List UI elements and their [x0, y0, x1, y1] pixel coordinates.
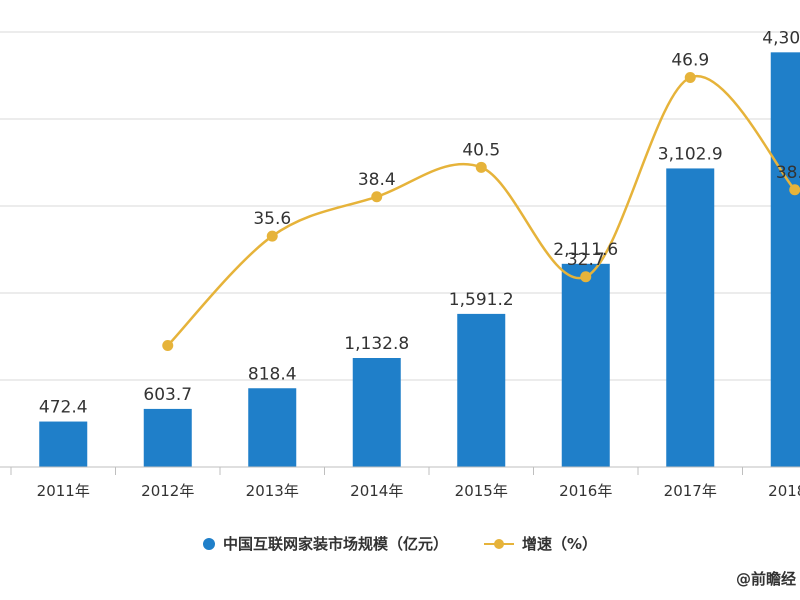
- x-tick-label-5: 2016年: [559, 482, 612, 500]
- bar-value-label-0: 472.4: [39, 398, 88, 418]
- bar-3: [352, 357, 401, 467]
- growth-point-6: [684, 72, 696, 84]
- growth-value-label-4: 40.5: [462, 140, 500, 160]
- bar-value-label-7: 4,309.5: [762, 28, 800, 48]
- legend-item-market-size[interactable]: 中国互联网家装市场规模（亿元）: [202, 533, 448, 554]
- legend-bar-swatch: [202, 537, 215, 550]
- x-tick-label-3: 2014年: [350, 482, 403, 500]
- legend: 中国互联网家装市场规模（亿元） 增速（%）: [0, 533, 800, 554]
- growth-point-7: [789, 184, 800, 196]
- bar-0: [39, 421, 88, 467]
- growth-point-2: [266, 230, 278, 242]
- growth-point-1: [162, 340, 174, 352]
- bar-7: [770, 52, 800, 468]
- bar-value-label-4: 1,591.2: [449, 290, 514, 310]
- growth-value-label-6: 46.9: [671, 51, 709, 71]
- bar-value-label-6: 3,102.9: [658, 144, 723, 164]
- legend-label-market-size: 中国互联网家装市场规模（亿元）: [222, 535, 448, 553]
- bar-4: [457, 313, 506, 467]
- growth-value-label-7: 38.9: [776, 163, 800, 183]
- growth-point-3: [371, 191, 383, 203]
- legend-label-growth: 增速（%）: [521, 535, 598, 553]
- legend-line-swatch: [483, 538, 514, 550]
- x-axis: 2011年 2012年 2013年 2014年 2015年 2016年 2017年 2018年: [0, 466, 800, 500]
- x-tick-label-1: 2012年: [141, 482, 194, 500]
- growth-point-4: [475, 161, 487, 173]
- data-labels: 472.4 603.7 818.4 1,132.8 1,591.2 2,111.6 3,10…: [39, 28, 800, 417]
- growth-value-label-5: 32.7: [567, 250, 605, 270]
- bar-value-label-3: 1,132.8: [344, 334, 409, 354]
- x-tick-label-6: 2017年: [664, 482, 717, 500]
- bar-6: [666, 168, 715, 467]
- bar-1: [143, 408, 192, 467]
- x-tick-label-0: 2011年: [37, 482, 90, 500]
- bar-value-label-2: 818.4: [248, 364, 297, 384]
- growth-value-label-2: 35.6: [253, 209, 291, 229]
- bar-series: [39, 52, 800, 468]
- growth-value-label-3: 38.4: [358, 170, 396, 190]
- x-tick-label-2: 2013年: [246, 482, 299, 500]
- source-credit: @前瞻经: [735, 570, 796, 588]
- x-tick-label-7: 2018年: [768, 482, 800, 500]
- bar-2: [248, 388, 297, 467]
- legend-item-growth[interactable]: 增速（%）: [483, 533, 598, 554]
- x-tick-label-4: 2015年: [455, 482, 508, 500]
- bar-value-label-1: 603.7: [143, 385, 192, 405]
- bar-5: [561, 263, 610, 467]
- line-series: [162, 72, 800, 352]
- bar-value-label-5: 2,111.6: [553, 240, 618, 260]
- growth-point-5: [580, 271, 592, 283]
